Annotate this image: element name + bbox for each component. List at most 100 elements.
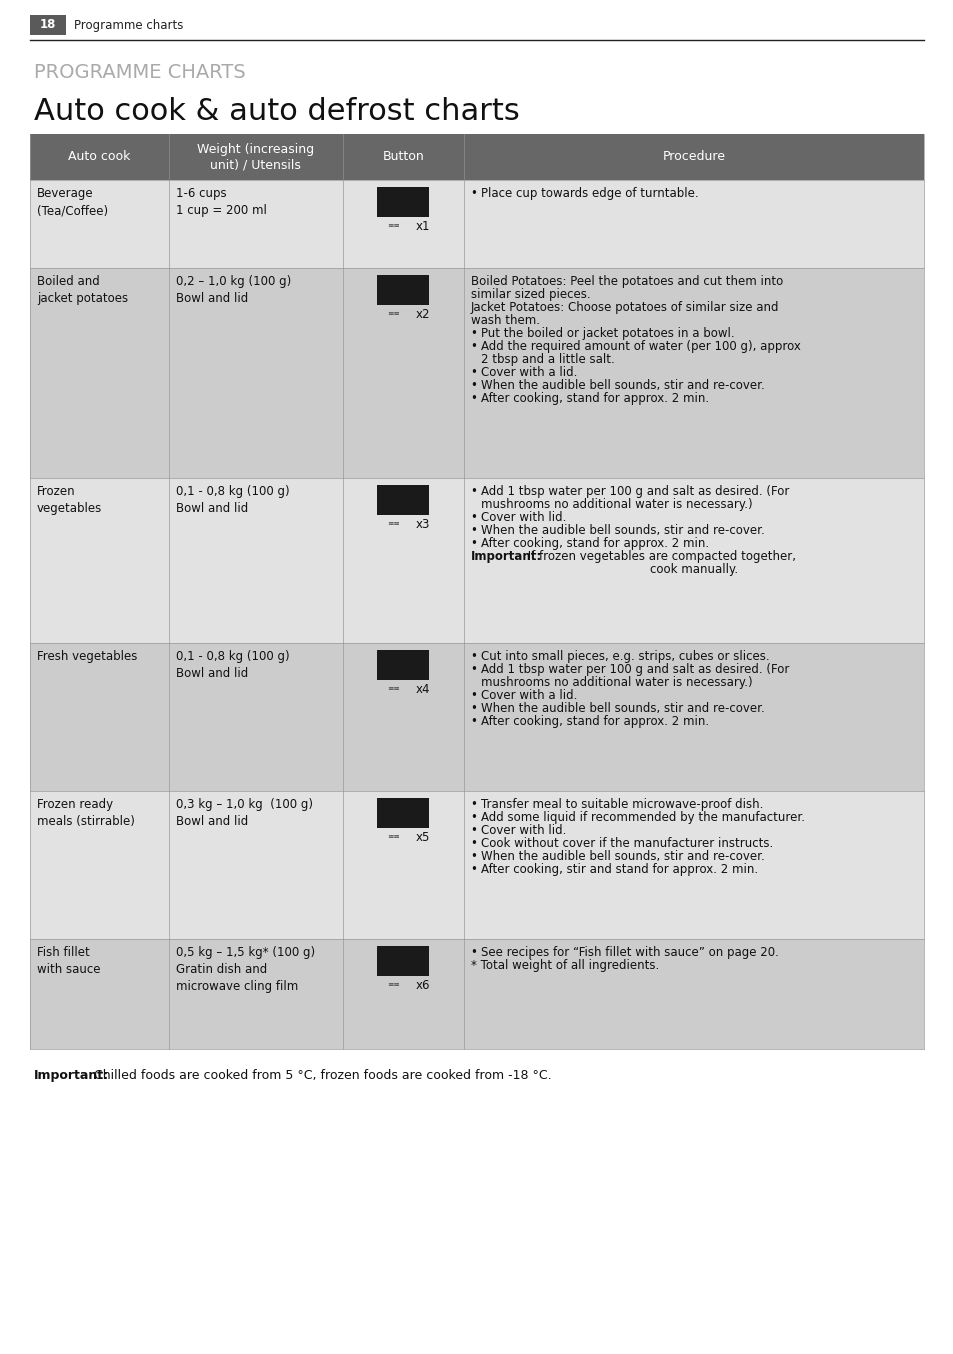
Text: •: • (470, 393, 476, 405)
Text: x6: x6 (415, 979, 429, 992)
Bar (30, 791, 923, 940)
Text: •: • (470, 328, 476, 340)
Text: After cooking, stand for approx. 2 min.: After cooking, stand for approx. 2 min. (480, 393, 708, 405)
Text: Button: Button (382, 150, 424, 164)
Text: After cooking, stand for approx. 2 min.: After cooking, stand for approx. 2 min. (480, 538, 708, 550)
Text: x2: x2 (415, 307, 429, 321)
Text: •: • (470, 689, 476, 701)
Text: Frozen ready
meals (stirrable): Frozen ready meals (stirrable) (37, 798, 134, 829)
Text: Important:: Important: (34, 1070, 109, 1082)
Text: •: • (470, 663, 476, 676)
Bar (30, 643, 923, 791)
Bar (376, 275, 429, 305)
Bar (376, 187, 429, 217)
Text: 0,2 – 1,0 kg (100 g)
Bowl and lid: 0,2 – 1,0 kg (100 g) Bowl and lid (175, 275, 291, 305)
Text: Programme charts: Programme charts (74, 19, 183, 31)
Bar (30, 940, 923, 1049)
Text: •: • (470, 811, 476, 825)
Text: Cover with a lid.: Cover with a lid. (480, 366, 577, 379)
Text: wash them.: wash them. (470, 314, 539, 328)
Text: •: • (470, 524, 476, 538)
Text: cook manually.: cook manually. (649, 563, 737, 575)
Text: Cook without cover if the manufacturer instructs.: Cook without cover if the manufacturer i… (480, 837, 772, 850)
Text: ≡≡: ≡≡ (387, 980, 399, 988)
Text: •: • (470, 187, 476, 200)
Text: When the audible bell sounds, stir and re-cover.: When the audible bell sounds, stir and r… (480, 850, 763, 862)
Text: Add some liquid if recommended by the manufacturer.: Add some liquid if recommended by the ma… (480, 811, 803, 825)
Text: Boiled Potatoes: Peel the potatoes and cut them into: Boiled Potatoes: Peel the potatoes and c… (470, 275, 782, 288)
Text: Cover with lid.: Cover with lid. (480, 825, 565, 837)
Text: If frozen vegetables are compacted together,: If frozen vegetables are compacted toget… (523, 550, 795, 563)
Text: Add 1 tbsp water per 100 g and salt as desired. (For: Add 1 tbsp water per 100 g and salt as d… (480, 485, 788, 498)
Text: Cover with a lid.: Cover with a lid. (480, 689, 577, 701)
Bar (30, 268, 923, 478)
Text: When the audible bell sounds, stir and re-cover.: When the audible bell sounds, stir and r… (480, 701, 763, 715)
Text: After cooking, stand for approx. 2 min.: After cooking, stand for approx. 2 min. (480, 715, 708, 728)
Text: After cooking, stir and stand for approx. 2 min.: After cooking, stir and stand for approx… (480, 862, 757, 876)
Text: Put the boiled or jacket potatoes in a bowl.: Put the boiled or jacket potatoes in a b… (480, 328, 734, 340)
Text: 0,3 kg – 1,0 kg  (100 g)
Bowl and lid: 0,3 kg – 1,0 kg (100 g) Bowl and lid (175, 798, 313, 829)
Text: Boiled and
jacket potatoes: Boiled and jacket potatoes (37, 275, 128, 305)
Text: 2 tbsp and a little salt.: 2 tbsp and a little salt. (480, 353, 614, 366)
Text: •: • (470, 510, 476, 524)
Text: •: • (470, 485, 476, 498)
Text: •: • (470, 798, 476, 811)
Text: Jacket Potatoes: Choose potatoes of similar size and: Jacket Potatoes: Choose potatoes of simi… (470, 301, 779, 314)
Text: 0,1 - 0,8 kg (100 g)
Bowl and lid: 0,1 - 0,8 kg (100 g) Bowl and lid (175, 650, 289, 680)
Bar (376, 485, 429, 515)
Text: Auto cook & auto defrost charts: Auto cook & auto defrost charts (34, 97, 519, 126)
Text: •: • (470, 715, 476, 728)
Text: Weight (increasing
unit) / Utensils: Weight (increasing unit) / Utensils (197, 142, 314, 172)
Bar (30, 478, 923, 643)
Text: •: • (470, 701, 476, 715)
Text: Auto cook: Auto cook (68, 150, 131, 164)
Text: ≡≡: ≡≡ (387, 831, 399, 841)
Text: Fish fillet
with sauce: Fish fillet with sauce (37, 946, 100, 976)
Text: Fresh vegetables: Fresh vegetables (37, 650, 137, 663)
Text: Add 1 tbsp water per 100 g and salt as desired. (For: Add 1 tbsp water per 100 g and salt as d… (480, 663, 788, 676)
Text: When the audible bell sounds, stir and re-cover.: When the audible bell sounds, stir and r… (480, 379, 763, 393)
Text: Cut into small pieces, e.g. strips, cubes or slices.: Cut into small pieces, e.g. strips, cube… (480, 650, 768, 663)
Bar (376, 946, 429, 976)
Bar (30, 180, 923, 268)
Text: Place cup towards edge of turntable.: Place cup towards edge of turntable. (480, 187, 698, 200)
Text: •: • (470, 538, 476, 550)
Text: ≡≡: ≡≡ (387, 684, 399, 693)
Text: similar sized pieces.: similar sized pieces. (470, 288, 590, 301)
Text: Chilled foods are cooked from 5 °C, frozen foods are cooked from -18 °C.: Chilled foods are cooked from 5 °C, froz… (90, 1070, 551, 1082)
Text: PROGRAMME CHARTS: PROGRAMME CHARTS (34, 62, 246, 81)
Text: When the audible bell sounds, stir and re-cover.: When the audible bell sounds, stir and r… (480, 524, 763, 538)
Text: •: • (470, 825, 476, 837)
Text: x4: x4 (415, 682, 429, 696)
Text: Beverage
(Tea/Coffee): Beverage (Tea/Coffee) (37, 187, 108, 217)
Text: mushrooms no additional water is necessary.): mushrooms no additional water is necessa… (480, 676, 751, 689)
Bar (376, 798, 429, 829)
Text: 18: 18 (40, 19, 56, 31)
Text: 0,1 - 0,8 kg (100 g)
Bowl and lid: 0,1 - 0,8 kg (100 g) Bowl and lid (175, 485, 289, 515)
Text: Transfer meal to suitable microwave-proof dish.: Transfer meal to suitable microwave-proo… (480, 798, 762, 811)
Bar (376, 650, 429, 680)
Text: ≡≡: ≡≡ (387, 309, 399, 318)
Text: Frozen
vegetables: Frozen vegetables (37, 485, 102, 515)
Text: •: • (470, 340, 476, 353)
Text: x1: x1 (415, 219, 429, 233)
Text: Important:: Important: (470, 550, 541, 563)
Text: * Total weight of all ingredients.: * Total weight of all ingredients. (470, 959, 659, 972)
Text: ≡≡: ≡≡ (387, 221, 399, 230)
Text: See recipes for “Fish fillet with sauce” on page 20.: See recipes for “Fish fillet with sauce”… (480, 946, 778, 959)
Text: •: • (470, 650, 476, 663)
Text: Procedure: Procedure (661, 150, 724, 164)
Text: •: • (470, 850, 476, 862)
Text: x5: x5 (415, 831, 429, 844)
Text: Add the required amount of water (per 100 g), approx: Add the required amount of water (per 10… (480, 340, 800, 353)
Text: mushrooms no additional water is necessary.): mushrooms no additional water is necessa… (480, 498, 751, 510)
Text: •: • (470, 946, 476, 959)
Text: •: • (470, 379, 476, 393)
Text: 1-6 cups
1 cup = 200 ml: 1-6 cups 1 cup = 200 ml (175, 187, 266, 217)
Bar (30, 15, 66, 35)
Text: x3: x3 (415, 519, 429, 531)
Text: •: • (470, 862, 476, 876)
Text: Cover with lid.: Cover with lid. (480, 510, 565, 524)
Text: •: • (470, 837, 476, 850)
Text: ≡≡: ≡≡ (387, 519, 399, 528)
